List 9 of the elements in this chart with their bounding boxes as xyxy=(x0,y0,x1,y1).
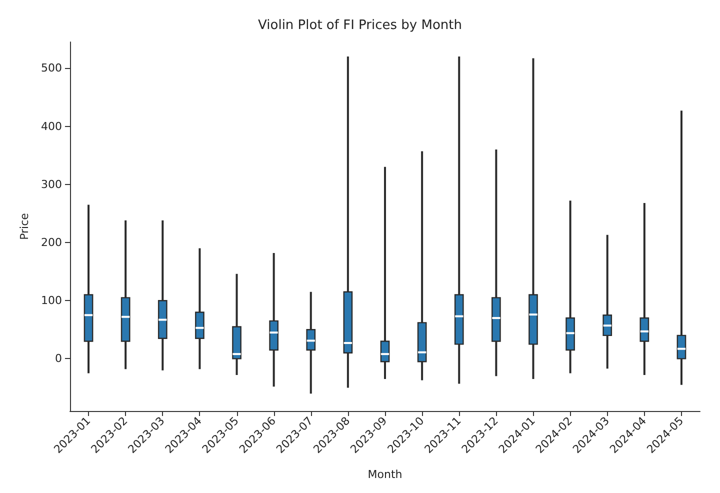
y-tick-label: 400 xyxy=(41,120,62,133)
chart-title: Violin Plot of FI Prices by Month xyxy=(258,18,462,33)
x-axis-title: Month xyxy=(368,468,402,481)
y-tick-label: 100 xyxy=(41,294,62,308)
y-tick-label: 0 xyxy=(55,352,62,366)
y-axis-title: Price xyxy=(18,212,31,240)
y-tick-label: 200 xyxy=(41,236,62,249)
y-tick-label: 300 xyxy=(41,178,62,191)
y-tick-label: 500 xyxy=(41,62,62,75)
